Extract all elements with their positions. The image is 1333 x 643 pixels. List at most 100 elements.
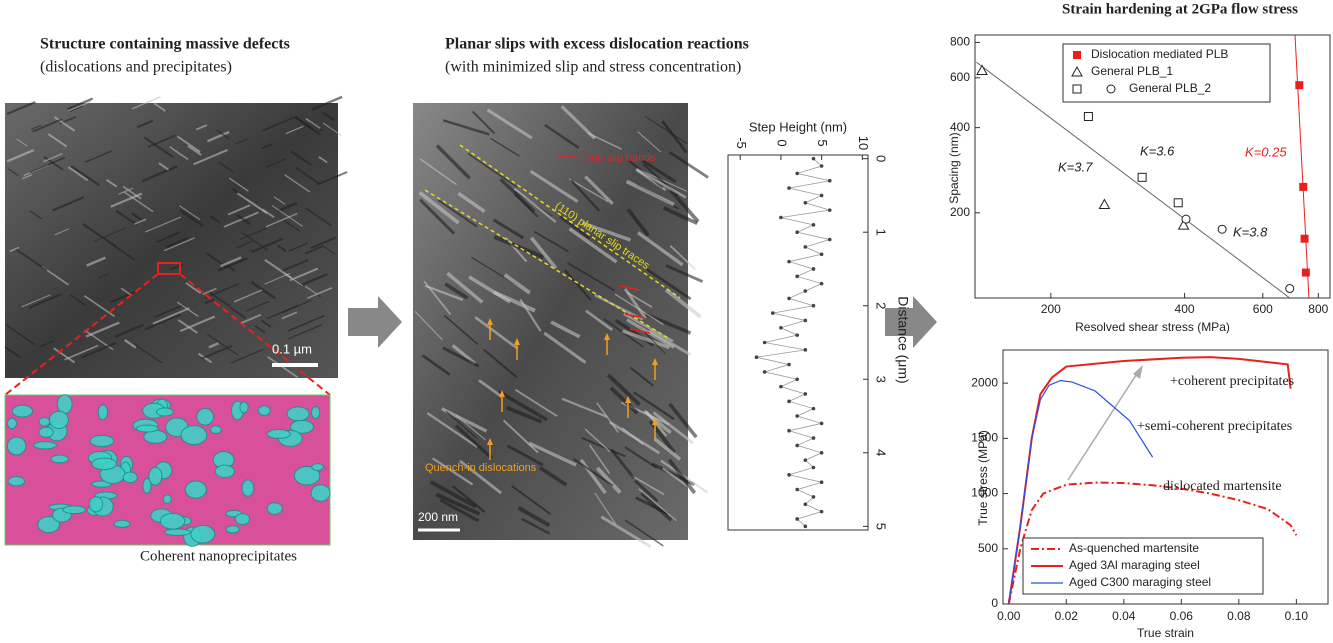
tick-label: 2000 — [971, 375, 998, 389]
texture — [474, 316, 519, 350]
texture — [154, 304, 185, 318]
profile-point — [779, 215, 783, 220]
texture — [85, 321, 120, 338]
precipitate — [91, 457, 117, 471]
plot-frame — [974, 34, 1331, 299]
texture — [624, 446, 658, 469]
precipitate — [164, 528, 191, 536]
precipitate — [62, 505, 87, 515]
precipitate — [266, 429, 291, 439]
profile-point — [803, 318, 808, 323]
profile-point — [787, 399, 791, 404]
texture — [442, 346, 480, 368]
texture — [9, 246, 20, 253]
precipitate — [311, 463, 325, 472]
texture — [606, 373, 641, 407]
profile-point — [819, 281, 824, 286]
texture — [626, 318, 675, 349]
texture — [437, 199, 478, 228]
texture — [519, 298, 542, 332]
profile-point — [819, 480, 824, 485]
texture — [528, 441, 577, 467]
profile-point — [803, 348, 808, 352]
profile-point — [811, 267, 816, 271]
marker — [1083, 111, 1093, 121]
texture — [200, 345, 233, 360]
precipitate — [48, 410, 69, 430]
texture — [6, 148, 35, 163]
texture — [307, 287, 333, 299]
texture — [499, 178, 536, 213]
tick-label: 200 — [950, 205, 970, 219]
texture — [533, 230, 569, 253]
profile-point — [795, 414, 799, 418]
precipitate — [225, 525, 240, 534]
profile-point — [803, 392, 808, 396]
profile-point — [787, 186, 791, 190]
texture — [246, 300, 270, 312]
texture — [664, 288, 702, 319]
texture — [538, 466, 568, 487]
tick-label: 0.02 — [1055, 609, 1079, 623]
pointer — [1067, 371, 1139, 481]
texture — [483, 348, 518, 378]
texture — [506, 444, 544, 467]
texture — [133, 343, 163, 364]
precipitate — [214, 464, 235, 479]
texture — [185, 282, 202, 294]
texture — [529, 169, 579, 203]
texture — [207, 290, 231, 308]
texture — [609, 420, 661, 455]
texture — [147, 134, 176, 148]
marker — [1301, 268, 1310, 277]
texture — [652, 411, 695, 445]
texture — [123, 339, 137, 349]
texture — [144, 216, 182, 233]
profile-point — [779, 384, 783, 389]
scale-bar-label: 0.1 µm — [272, 341, 312, 356]
texture — [506, 405, 543, 424]
precipitate — [33, 441, 57, 450]
profile-point — [795, 333, 799, 337]
marker — [1300, 234, 1309, 243]
texture — [7, 168, 19, 177]
texture — [69, 105, 84, 113]
texture — [287, 324, 323, 340]
precipitate — [6, 436, 27, 456]
curve — [1008, 379, 1154, 605]
texture — [193, 149, 228, 166]
axis-label: Step Height (nm) — [749, 119, 847, 134]
precipitate — [159, 512, 186, 530]
fit-line — [1294, 34, 1310, 299]
pointer-head — [514, 338, 520, 345]
texture — [195, 124, 208, 131]
precipitate — [210, 425, 222, 435]
texture — [318, 156, 328, 164]
texture — [544, 124, 580, 149]
texture — [478, 379, 503, 398]
profile-point — [803, 458, 808, 462]
zoom-line — [179, 273, 331, 396]
tick-label: 600 — [1253, 302, 1273, 316]
texture — [202, 287, 217, 295]
pointer-head — [652, 358, 658, 365]
precipitate — [234, 513, 251, 526]
marker — [1072, 84, 1082, 94]
tick-label: 1 — [874, 229, 889, 236]
texture — [144, 313, 181, 331]
profile-point — [819, 164, 824, 168]
texture — [429, 480, 477, 509]
profile-point — [795, 517, 799, 521]
precipitate — [88, 496, 104, 513]
precipitate — [239, 401, 249, 414]
profile-point — [811, 495, 816, 499]
texture — [451, 485, 486, 513]
marker — [1177, 219, 1190, 230]
profile-point — [779, 325, 783, 330]
profile-point — [803, 524, 808, 529]
texture — [288, 242, 309, 252]
annotation: K=3.6 — [1140, 143, 1175, 158]
annotation: dislocated martensite — [1163, 479, 1282, 494]
texture — [467, 152, 518, 188]
profile-point — [803, 200, 808, 205]
